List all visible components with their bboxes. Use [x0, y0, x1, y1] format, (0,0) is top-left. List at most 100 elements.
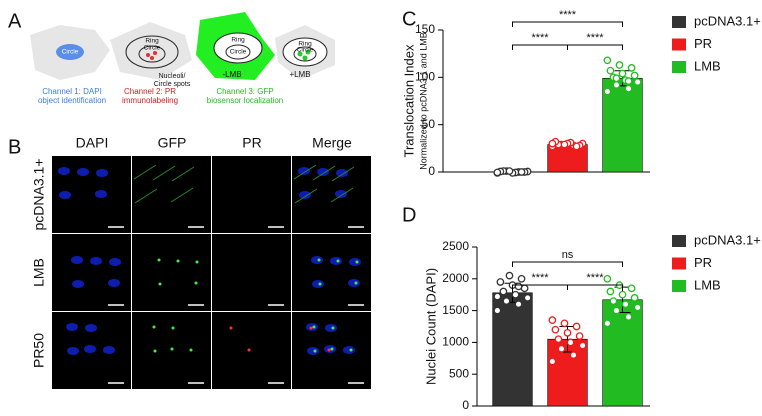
y-tick-label: 0: [428, 164, 435, 178]
y-tick-label: 1500: [442, 303, 469, 317]
data-point: [603, 274, 612, 283]
spot: [171, 326, 175, 330]
y-axis-title: Nuclei Count (DAPI): [423, 268, 438, 385]
data-point: [612, 81, 621, 89]
cell-label: Ring: [298, 41, 312, 48]
significance-label: ****: [559, 9, 577, 21]
data-point: [499, 287, 508, 296]
data-point: [624, 313, 633, 321]
spot: [170, 347, 174, 351]
nucleus: [67, 347, 79, 355]
channel-text: immunolabeling: [122, 96, 178, 105]
spot: [327, 348, 331, 352]
fiber: [330, 187, 354, 203]
cell-label: Circle: [62, 49, 79, 56]
row-label: PR50: [31, 333, 47, 368]
spot: [194, 281, 198, 285]
fiber: [293, 164, 317, 180]
data-point: [606, 287, 615, 296]
nucleus: [336, 169, 348, 177]
spot: [247, 348, 251, 352]
fiber: [331, 166, 355, 182]
nucleus: [311, 256, 323, 264]
panel-label: B: [8, 136, 21, 158]
column-header: GFP: [158, 135, 187, 151]
data-point: [493, 292, 502, 301]
legend-swatch: [672, 280, 686, 292]
data-point: [505, 271, 514, 280]
cell-diagrams: [30, 12, 335, 80]
data-point: [514, 282, 523, 291]
data-point: [514, 300, 523, 309]
nucleus: [317, 168, 329, 176]
data-point: [618, 290, 627, 299]
nucleus: [312, 280, 324, 288]
spot: [318, 282, 322, 286]
spot: [330, 347, 334, 351]
spot: [152, 325, 156, 329]
data-point: [493, 168, 502, 177]
significance-bracket: [512, 21, 623, 27]
nucleus: [109, 258, 121, 266]
spot: [153, 349, 157, 353]
data-point: [606, 66, 615, 75]
data-point: [548, 357, 557, 366]
significance-label: ns: [562, 249, 574, 261]
spot: [158, 282, 162, 286]
nucleus: [299, 191, 311, 199]
nucleus: [59, 191, 71, 199]
cell-label: Ring: [231, 37, 245, 44]
data-point: [615, 61, 624, 69]
significance-bracket: [567, 284, 623, 290]
spot: [312, 325, 316, 329]
data-point: [548, 316, 557, 324]
spot: [176, 259, 180, 263]
fiber: [312, 165, 336, 181]
data-point: [572, 142, 581, 151]
nucleus: [85, 324, 97, 332]
spot: [195, 260, 199, 264]
micrograph: [212, 312, 291, 389]
micrograph: [132, 312, 211, 389]
spot: [189, 348, 193, 352]
condition-text: -LMB: [222, 70, 241, 79]
nucleus: [330, 257, 342, 265]
row-label: LMB: [31, 258, 47, 287]
data-point: [563, 329, 572, 337]
data-point: [496, 278, 505, 286]
data-point: [569, 351, 578, 359]
fiber: [170, 187, 194, 203]
data-point: [633, 78, 642, 86]
data-point: [612, 74, 621, 83]
panel-label: D: [402, 204, 416, 226]
spot: [313, 349, 317, 353]
data-point: [609, 297, 618, 305]
data-point: [560, 319, 569, 328]
bar: [602, 299, 643, 407]
data-point: [575, 332, 584, 340]
y-tick-label: 500: [449, 366, 469, 380]
nucleus: [348, 279, 360, 287]
significance-label: ****: [586, 272, 604, 284]
data-point: [554, 335, 563, 344]
fiber: [152, 165, 176, 181]
spot: [336, 259, 340, 263]
legend-swatch: [672, 38, 686, 51]
micrograph: [212, 234, 291, 311]
legend-label: PR: [694, 255, 712, 270]
legend-label: pcDNA3.1+: [694, 232, 761, 247]
nucleus: [343, 346, 355, 354]
significance-bracket: [567, 44, 623, 50]
data-point: [523, 294, 532, 302]
nucleus: [72, 280, 84, 288]
spot: [354, 281, 358, 285]
data-point: [517, 274, 526, 283]
nucleus: [90, 257, 102, 265]
significance-label: ****: [531, 32, 549, 44]
micrograph: [132, 156, 211, 233]
legend-label: PR: [694, 36, 712, 51]
panel-label: C: [402, 8, 416, 30]
row-label: pcDNA3.1+: [31, 159, 47, 231]
nucleus: [103, 346, 115, 354]
data-point: [603, 319, 612, 328]
